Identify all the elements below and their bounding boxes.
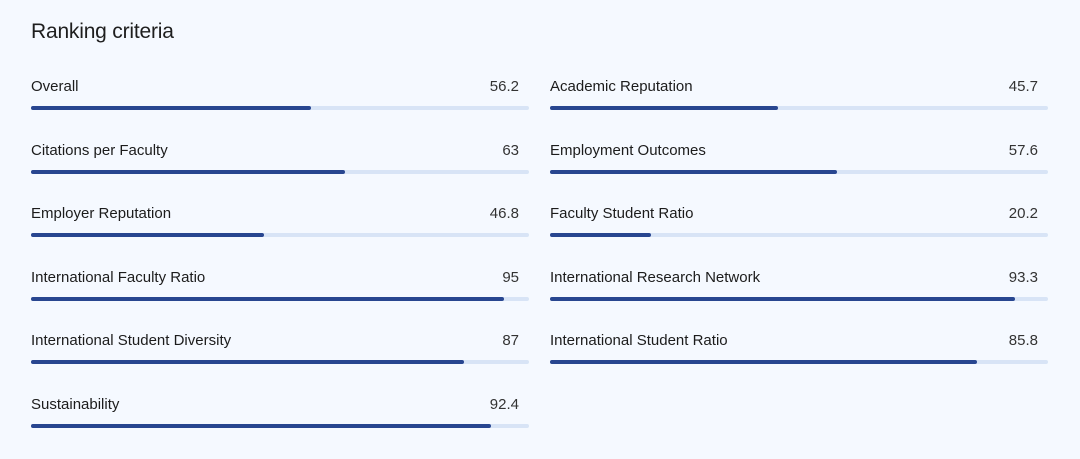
score-bar-track (550, 106, 1048, 110)
criterion-item: Employer Reputation 46.8 (31, 205, 529, 269)
score-bar-fill (31, 360, 464, 364)
criterion-label: International Faculty Ratio (31, 269, 205, 286)
criterion-score: 46.8 (490, 205, 529, 222)
score-bar-fill (31, 170, 345, 174)
criterion-header: International Student Ratio 85.8 (550, 332, 1048, 354)
criterion-label: Sustainability (31, 396, 119, 413)
criterion-score: 92.4 (490, 396, 529, 413)
criteria-grid: Overall 56.2 Academic Reputation 45.7 Citati… (31, 78, 1048, 459)
criterion-label: International Student Ratio (550, 332, 728, 349)
criterion-item: Faculty Student Ratio 20.2 (550, 205, 1048, 269)
criterion-item: International Research Network 93.3 (550, 269, 1048, 333)
section-title: Ranking criteria (31, 20, 174, 44)
criterion-score: 20.2 (1009, 205, 1048, 222)
score-bar-fill (31, 106, 311, 110)
criterion-score: 57.6 (1009, 142, 1048, 159)
criterion-header: International Student Diversity 87 (31, 332, 529, 354)
score-bar-track (550, 233, 1048, 237)
score-bar-track (550, 360, 1048, 364)
criterion-label: Faculty Student Ratio (550, 205, 693, 222)
criterion-item: International Student Diversity 87 (31, 332, 529, 396)
criterion-score: 87 (502, 332, 529, 349)
criterion-item: Overall 56.2 (31, 78, 529, 142)
score-bar-track (550, 297, 1048, 301)
criterion-score: 63 (502, 142, 529, 159)
criterion-header: Sustainability 92.4 (31, 396, 529, 418)
criterion-label: Overall (31, 78, 79, 95)
criterion-header: International Faculty Ratio 95 (31, 269, 529, 291)
criterion-label: Employment Outcomes (550, 142, 706, 159)
criterion-header: Citations per Faculty 63 (31, 142, 529, 164)
score-bar-track (31, 424, 529, 428)
criterion-header: Employment Outcomes 57.6 (550, 142, 1048, 164)
criterion-label: International Research Network (550, 269, 760, 286)
criterion-item: Sustainability 92.4 (31, 396, 529, 459)
score-bar-track (550, 170, 1048, 174)
criterion-label: Citations per Faculty (31, 142, 168, 159)
score-bar-track (31, 106, 529, 110)
criterion-item: Academic Reputation 45.7 (550, 78, 1048, 142)
score-bar-fill (31, 297, 504, 301)
score-bar-fill (31, 424, 491, 428)
criterion-header: Academic Reputation 45.7 (550, 78, 1048, 100)
score-bar-fill (550, 170, 837, 174)
score-bar-track (31, 297, 529, 301)
score-bar-track (31, 360, 529, 364)
criterion-item: Citations per Faculty 63 (31, 142, 529, 206)
score-bar-fill (550, 106, 778, 110)
criterion-label: Employer Reputation (31, 205, 171, 222)
criterion-item: Employment Outcomes 57.6 (550, 142, 1048, 206)
score-bar-fill (550, 297, 1015, 301)
score-bar-track (31, 233, 529, 237)
criterion-header: Overall 56.2 (31, 78, 529, 100)
criterion-score: 93.3 (1009, 269, 1048, 286)
criterion-label: International Student Diversity (31, 332, 231, 349)
score-bar-fill (550, 360, 977, 364)
criterion-score: 56.2 (490, 78, 529, 95)
criterion-label: Academic Reputation (550, 78, 693, 95)
criterion-score: 45.7 (1009, 78, 1048, 95)
criterion-header: Faculty Student Ratio 20.2 (550, 205, 1048, 227)
criterion-item: International Student Ratio 85.8 (550, 332, 1048, 396)
criterion-score: 85.8 (1009, 332, 1048, 349)
score-bar-fill (31, 233, 264, 237)
criterion-item: International Faculty Ratio 95 (31, 269, 529, 333)
score-bar-fill (550, 233, 651, 237)
score-bar-track (31, 170, 529, 174)
criterion-header: Employer Reputation 46.8 (31, 205, 529, 227)
criterion-header: International Research Network 93.3 (550, 269, 1048, 291)
criterion-score: 95 (502, 269, 529, 286)
